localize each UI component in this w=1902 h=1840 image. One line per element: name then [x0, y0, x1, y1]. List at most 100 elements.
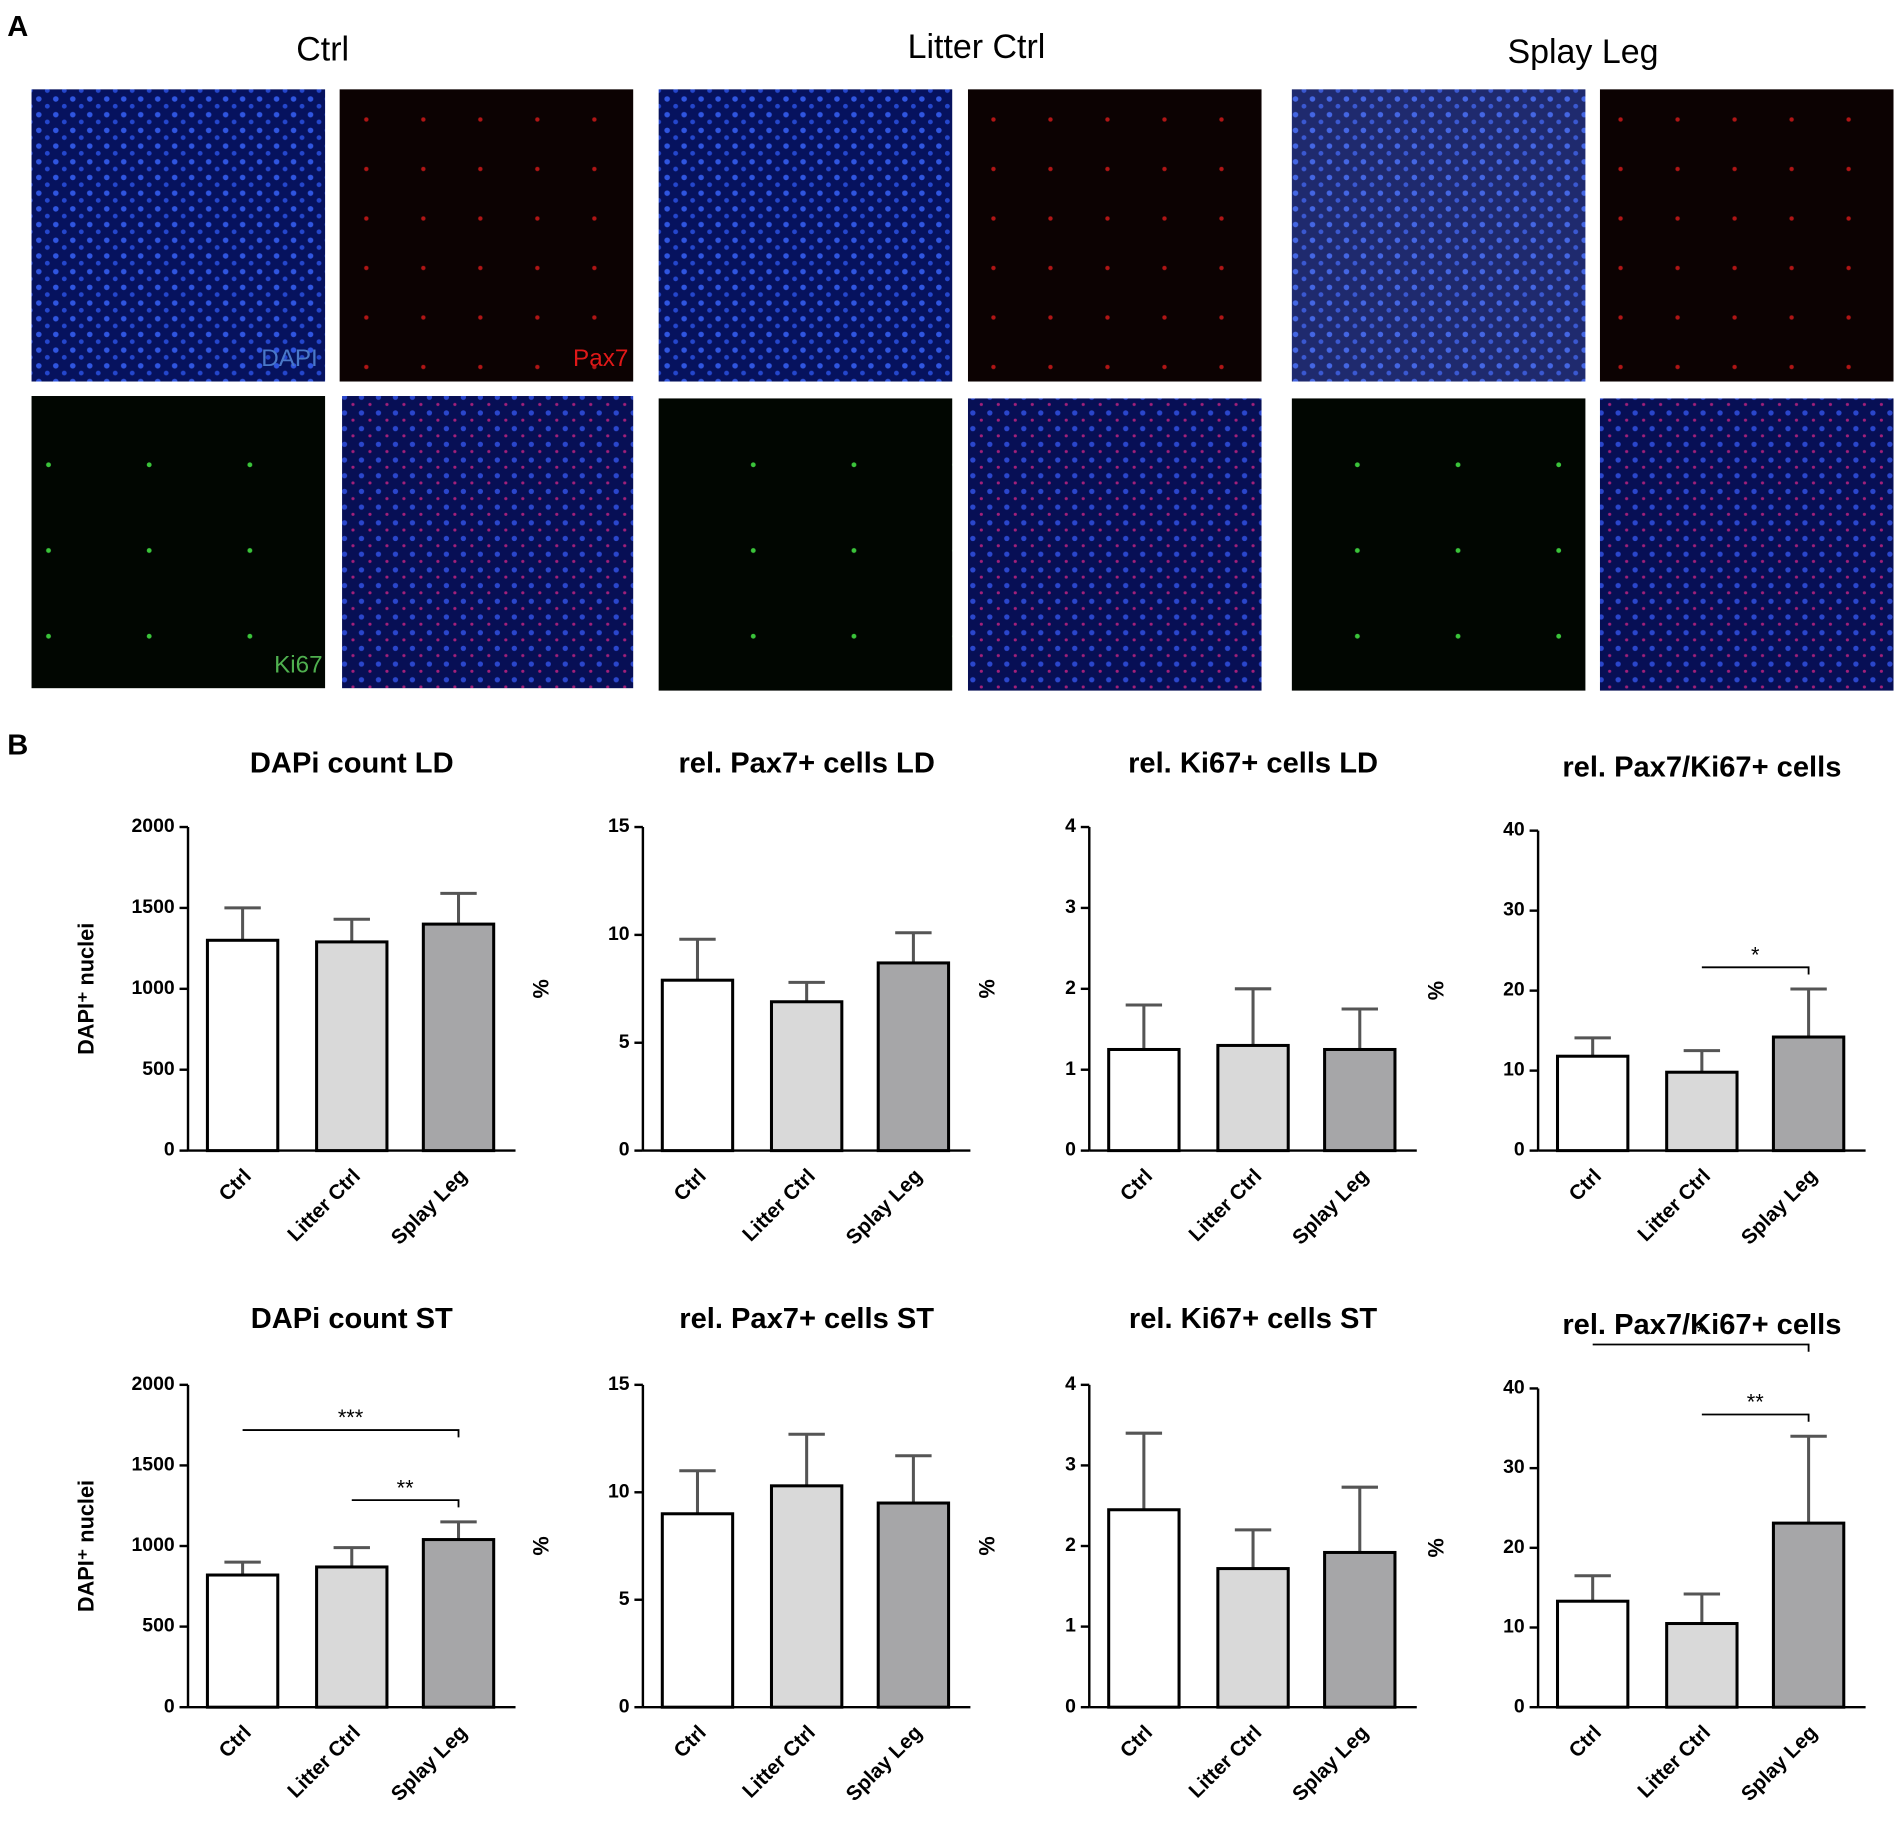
y-tick-label: 0 [619, 1139, 630, 1161]
image-pax7 [1599, 89, 1894, 382]
bar [1771, 1521, 1846, 1709]
bar [876, 1501, 951, 1709]
y-tick-label: 10 [1503, 1616, 1525, 1638]
bar [769, 1000, 844, 1153]
y-tick-label: 10 [1503, 1059, 1525, 1081]
y-axis-label: DAPI⁺ nuclei [73, 1480, 98, 1612]
chart-title: DAPi count ST [251, 1303, 453, 1335]
image-pax7 [967, 89, 1262, 382]
y-tick-label: 10 [608, 1480, 630, 1502]
micrographs [31, 89, 1894, 691]
bar [421, 922, 496, 1153]
x-tick-label: Litter Ctrl [283, 1721, 365, 1803]
chart-title: rel. Pax7+ cells LD [678, 748, 934, 780]
x-tick-label: Splay Leg [1288, 1721, 1373, 1806]
bar [1216, 1567, 1290, 1709]
y-tick-label: 500 [142, 1615, 174, 1637]
x-tick-label: Litter Ctrl [1633, 1721, 1715, 1803]
x-tick-label: Ctrl [1116, 1721, 1157, 1762]
x-tick-label: Ctrl [669, 1164, 710, 1205]
stain-label: Ki67 [274, 652, 323, 679]
y-tick-label: 3 [1065, 896, 1076, 918]
y-tick-label: 1 [1065, 1058, 1076, 1080]
chart-title: rel. Ki67+ cells ST [1129, 1303, 1378, 1335]
chart-title: rel. Pax7/Ki67+ cells [1562, 1309, 1841, 1341]
y-tick-label: 0 [164, 1139, 175, 1161]
x-tick-label: Ctrl [214, 1721, 255, 1762]
significance-bracket [1701, 1413, 1810, 1422]
x-tick-label: Ctrl [669, 1721, 710, 1762]
significance-label: ** [1747, 1390, 1765, 1415]
significance-label: ** [397, 1475, 415, 1500]
y-tick-label: 4 [1065, 1373, 1076, 1395]
x-tick-label: Ctrl [1116, 1164, 1157, 1205]
y-axis-label: % [528, 979, 553, 998]
image-merge [1599, 398, 1894, 691]
y-tick-label: 0 [1514, 1139, 1525, 1161]
x-tick-label: Litter Ctrl [738, 1164, 820, 1246]
x-tick-label: Splay Leg [841, 1164, 926, 1249]
chart-title: rel. Ki67+ cells LD [1128, 748, 1378, 780]
x-tick-label: Splay Leg [841, 1721, 926, 1806]
bar [1665, 1622, 1739, 1709]
y-tick-label: 0 [1065, 1695, 1076, 1717]
image-ki67 [658, 398, 953, 691]
y-tick-label: 1000 [131, 1534, 174, 1556]
significance-bracket [1592, 1343, 1810, 1352]
y-tick-label: 0 [164, 1695, 175, 1717]
x-tick-label: Litter Ctrl [283, 1164, 365, 1246]
bar [1216, 1043, 1290, 1153]
chart-title: rel. Pax7/Ki67+ cells [1562, 751, 1841, 783]
image-ki67 [1291, 398, 1586, 691]
x-tick-label: Splay Leg [1288, 1164, 1373, 1249]
bar [876, 961, 951, 1153]
y-tick-label: 5 [619, 1031, 630, 1053]
significance-bracket [1701, 966, 1810, 975]
group-title: Splay Leg [1507, 33, 1658, 71]
y-axis-label: % [975, 979, 1000, 998]
y-tick-label: 40 [1503, 819, 1525, 841]
group-title: Litter Ctrl [908, 28, 1046, 66]
stain-label: DAPI [261, 345, 318, 372]
group-title: Ctrl [296, 30, 349, 68]
y-tick-label: 15 [608, 1373, 630, 1395]
image-ki67 [31, 396, 326, 689]
y-tick-label: 2000 [131, 815, 174, 837]
y-axis-label: % [1423, 981, 1448, 1000]
y-tick-label: 2000 [131, 1373, 174, 1395]
x-tick-label: Litter Ctrl [1184, 1721, 1266, 1803]
y-tick-label: 20 [1503, 979, 1525, 1001]
y-tick-label: 30 [1503, 1456, 1525, 1478]
y-tick-label: 3 [1065, 1454, 1076, 1476]
bar [660, 978, 735, 1153]
y-tick-label: 1500 [131, 1454, 174, 1476]
image-dapi [658, 89, 953, 382]
y-tick-label: 1000 [131, 977, 174, 999]
y-axis-label: % [528, 1536, 553, 1555]
x-tick-label: Splay Leg [387, 1164, 472, 1249]
bar [421, 1538, 496, 1709]
y-tick-label: 30 [1503, 899, 1525, 921]
significance-bracket [351, 1499, 460, 1508]
bar [660, 1512, 735, 1709]
y-tick-label: 15 [608, 815, 630, 837]
significance-bracket [242, 1429, 460, 1438]
significance-label: *** [338, 1405, 364, 1430]
stain-label: Pax7 [573, 345, 628, 372]
chart-title: rel. Pax7+ cells ST [679, 1303, 934, 1335]
x-tick-label: Splay Leg [1737, 1164, 1822, 1249]
bar [205, 1573, 280, 1709]
bar [1323, 1047, 1397, 1153]
bar [769, 1484, 844, 1709]
bar [315, 1565, 389, 1709]
x-tick-label: Litter Ctrl [738, 1721, 820, 1803]
y-tick-label: 4 [1065, 815, 1076, 837]
x-tick-label: Splay Leg [1737, 1721, 1822, 1806]
y-tick-label: 2 [1065, 977, 1076, 999]
y-tick-label: 0 [619, 1695, 630, 1717]
panel-label: A [7, 11, 28, 43]
image-pax7 [339, 89, 634, 382]
bar [1107, 1047, 1181, 1153]
y-axis-label: DAPI⁺ nuclei [73, 923, 98, 1055]
